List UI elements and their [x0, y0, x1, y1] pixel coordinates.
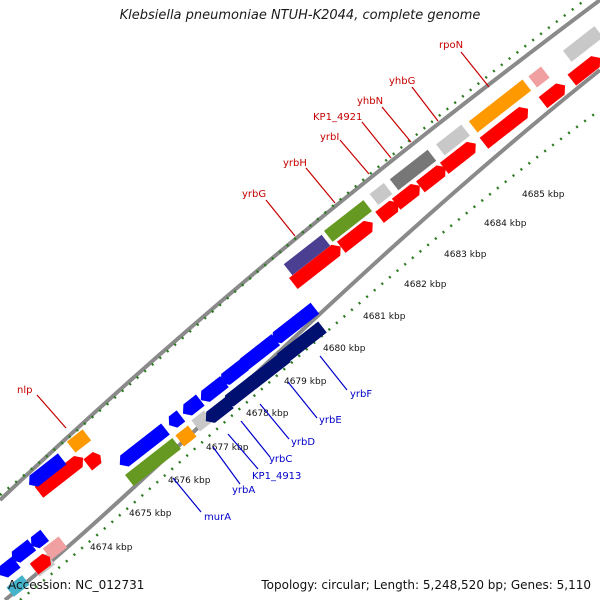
reverse-gene-11 — [0, 556, 21, 578]
scale-label-4674: 4674 kbp — [90, 543, 133, 553]
label-leader-KP1_4921 — [361, 121, 392, 159]
scale-label-4682: 4682 kbp — [404, 280, 447, 290]
genome-summary-label: Topology: circular; Length: 5,248,520 bp… — [261, 578, 591, 592]
forward-gene-2 — [538, 83, 566, 109]
forward-gene-4 — [439, 141, 476, 174]
feature-green-lower — [125, 438, 181, 486]
gene-label-yhbG: yhbG — [389, 76, 415, 87]
scale-label-4683: 4683 kbp — [444, 250, 487, 260]
feature-cyan-corner — [6, 575, 30, 597]
feature-orange-lower — [175, 425, 197, 447]
feature-orange-left — [66, 429, 92, 453]
scale-label-4685: 4685 kbp — [522, 190, 565, 200]
accession-label: Accession: NC_012731 — [8, 578, 145, 592]
feature-purple-top — [283, 234, 331, 276]
scale-label-4678: 4678 kbp — [246, 409, 289, 419]
forward-gene-12 — [29, 553, 52, 575]
gene-label-yhbN: yhbN — [357, 96, 383, 107]
forward-gene-8 — [336, 220, 373, 253]
label-leader-KP1_4913 — [227, 433, 259, 470]
forward-gene-1 — [567, 56, 600, 86]
forward-gene-6 — [391, 183, 420, 210]
feature-pink-top — [528, 66, 550, 88]
forward-gene-10 — [83, 452, 102, 471]
scale-label-4677: 4677 kbp — [206, 443, 249, 453]
label-leader-yrbG — [265, 199, 296, 237]
gene-label-rpoN: rpoN — [439, 40, 463, 51]
genome-title: Klebsiella pneumoniae NTUH-K2044, comple… — [119, 8, 481, 23]
label-leader-yrbC — [240, 420, 271, 458]
feature-light-gray-3 — [369, 182, 393, 206]
reverse-gene-1 — [272, 302, 320, 344]
reverse-gene-10 — [11, 539, 37, 563]
forward-gene-9 — [289, 244, 341, 289]
feature-green-top — [323, 200, 373, 242]
forward-gene-11 — [34, 455, 84, 498]
reverse-gene-8 — [29, 453, 67, 487]
reverse-gene-navy-4 — [205, 397, 234, 423]
scale-label-4680: 4680 kbp — [323, 344, 366, 354]
forward-gene-3 — [479, 106, 529, 149]
gene-label-nlp: nlp — [17, 385, 32, 396]
reverse-gene-9 — [30, 529, 50, 549]
gene-label-yrbG: yrbG — [242, 189, 266, 200]
gene-label-yrbE: yrbE — [319, 415, 342, 426]
reverse-gene-5 — [182, 394, 205, 416]
reverse-gene-2 — [239, 334, 281, 370]
gene-label-murA: murA — [204, 512, 231, 523]
feature-pink-lower — [42, 536, 68, 560]
label-leader-yrbD — [259, 403, 290, 440]
reverse-gene-navy-3 — [224, 375, 259, 407]
feature-light-gray-top — [562, 26, 600, 62]
label-leader-yhbN — [381, 106, 412, 143]
scale-label-4684: 4684 kbp — [484, 219, 527, 229]
label-leader-yrbH — [305, 167, 336, 204]
gene-label-yrbC: yrbC — [269, 454, 292, 465]
label-leader-murA — [172, 477, 202, 513]
label-leader-rpoN — [460, 51, 490, 88]
feature-gray-mid — [389, 149, 437, 191]
genome-tick-arc-lower — [19, 108, 600, 600]
feature-light-gray-2 — [436, 124, 470, 156]
reverse-gene-6 — [168, 410, 186, 428]
gene-label-yrbA: yrbA — [232, 485, 255, 496]
label-leader-yrbI — [339, 139, 370, 175]
forward-gene-5 — [416, 165, 446, 193]
scale-label-4675: 4675 kbp — [129, 509, 172, 519]
genome-guide-line-upper — [0, 0, 600, 502]
reverse-gene-navy-1 — [276, 321, 327, 365]
gene-label-yrbF: yrbF — [350, 389, 372, 400]
gene-label-KP1_4913: KP1_4913 — [252, 471, 301, 482]
forward-gene-7 — [375, 200, 399, 223]
label-leader-nlp — [36, 394, 67, 429]
label-leader-yhbG — [411, 86, 439, 122]
feature-orange-top — [468, 79, 532, 133]
label-leader-yrbE — [287, 381, 318, 419]
gene-label-KP1_4921: KP1_4921 — [313, 112, 362, 123]
scale-label-4676: 4676 kbp — [168, 476, 211, 486]
gene-label-yrbI: yrbI — [320, 132, 339, 143]
scale-label-4681: 4681 kbp — [363, 312, 406, 322]
reverse-gene-3 — [220, 359, 249, 385]
label-leader-yrbA — [212, 446, 241, 485]
label-leader-yrbF — [319, 355, 348, 391]
reverse-gene-navy-2 — [246, 350, 291, 390]
gene-label-yrbD: yrbD — [291, 437, 315, 448]
gene-label-yrbH: yrbH — [283, 158, 307, 169]
scale-label-4679: 4679 kbp — [284, 377, 327, 387]
reverse-gene-7 — [119, 423, 170, 467]
reverse-gene-4 — [200, 376, 229, 402]
